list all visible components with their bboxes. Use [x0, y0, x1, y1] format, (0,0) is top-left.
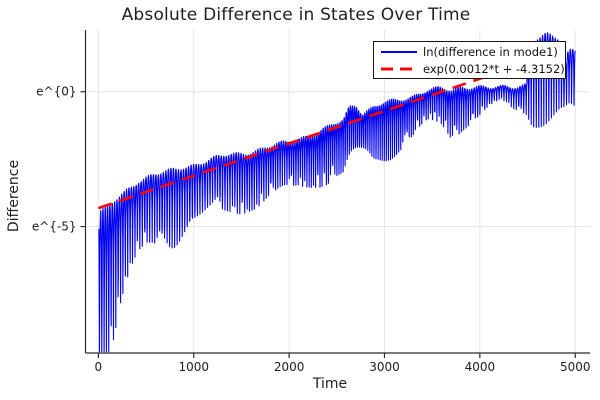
y-tick-label: e^{-5}	[32, 220, 77, 234]
series-line-ln-difference	[98, 32, 576, 353]
x-tick-label: 2000	[274, 360, 305, 374]
fit-line-exp	[97, 48, 567, 210]
legend-line-solid-icon	[381, 50, 417, 53]
legend-entry-fit: exp(0.0012*t + -4.3152)	[380, 60, 565, 77]
x-tick-label: 3000	[369, 360, 400, 374]
x-tick-label: 4000	[465, 360, 496, 374]
y-tick-label: e^{0}	[36, 85, 76, 99]
x-tick-label: 1000	[178, 360, 209, 374]
y-axis-label: Difference	[6, 159, 22, 233]
legend-label-fit: exp(0.0012*t + -4.3152)	[423, 61, 565, 76]
x-axis-label: Time	[312, 376, 348, 392]
chart-title: Absolute Difference in States Over Time	[121, 5, 471, 25]
legend-label-series: ln(difference in mode1)	[423, 44, 558, 59]
x-tick-label: 5000	[560, 360, 591, 374]
x-tick-label: 0	[95, 360, 103, 374]
legend-line-dashed-icon	[381, 67, 417, 70]
legend-entry-series: ln(difference in mode1)	[380, 43, 561, 60]
legend: ln(difference in mode1) exp(0.0012*t + -…	[373, 41, 566, 79]
